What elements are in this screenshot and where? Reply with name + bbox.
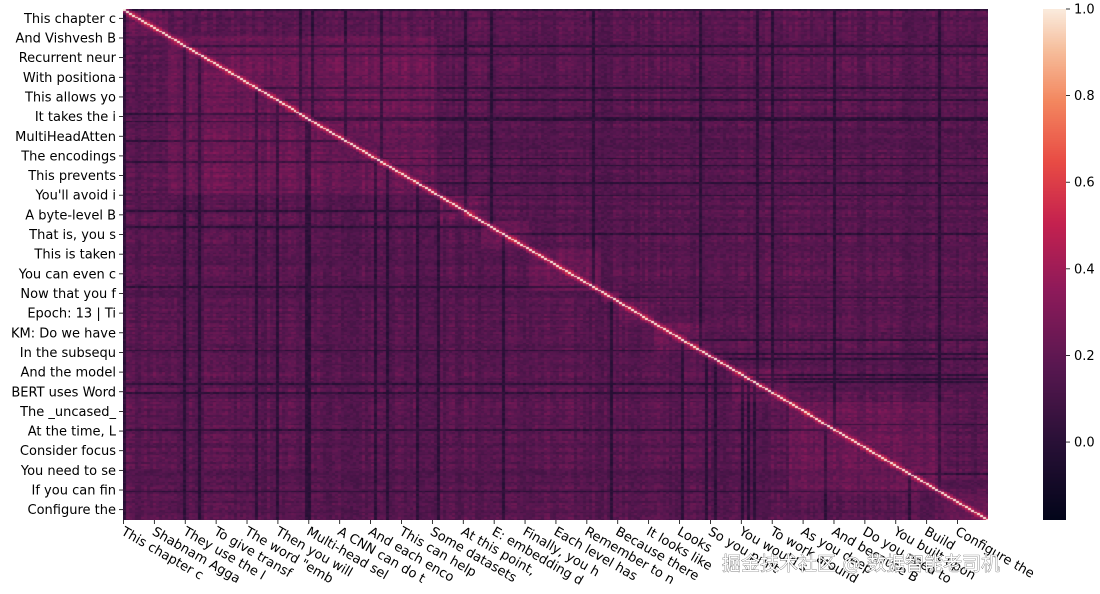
y-tick-label: The _uncased_ — [19, 405, 116, 420]
y-tick-label: Now that you f — [20, 287, 116, 302]
y-tick-label: Consider focus — [20, 444, 116, 459]
y-tick-label: This prevents — [27, 169, 116, 184]
heatmap-cells — [123, 9, 988, 520]
y-tick-label: Epoch: 13 | Ti — [27, 307, 116, 322]
colorbar-tick-label: 0.0 — [1074, 436, 1095, 451]
y-tick-label: Recurrent neur — [19, 51, 117, 66]
colorbar-axis: 1.0 0.8 0.6 0.4 0.2 0.0 — [1066, 3, 1095, 451]
y-tick-label: You can even c — [18, 267, 116, 282]
y-tick-label: With positiona — [23, 71, 116, 86]
y-tick-label: And the model — [21, 366, 116, 381]
colorbar-tick-label: 0.2 — [1074, 349, 1095, 364]
colorbar-tick-label: 0.4 — [1074, 262, 1095, 277]
y-tick-label: KM: Do we have — [11, 326, 116, 341]
y-tick-label: The encodings — [20, 149, 116, 164]
colorbar-tick-label: 1.0 — [1074, 3, 1095, 18]
y-tick-label: It takes the i — [35, 110, 116, 125]
y-tick-label: A byte-level B — [25, 208, 116, 223]
y-tick-label: You need to se — [20, 464, 116, 479]
y-tick-label: This allows yo — [24, 90, 116, 105]
y-tick-label: And Vishvesh B — [15, 31, 116, 46]
y-tick-label: That is, you s — [28, 228, 116, 243]
y-tick-label: BERT uses Word — [11, 385, 116, 400]
y-tick-label: In the subsequ — [20, 346, 116, 361]
y-axis: This chapter c And Vishvesh B Recurrent ne… — [11, 12, 123, 518]
colorbar — [1043, 9, 1066, 520]
y-tick-label: You'll avoid i — [34, 189, 116, 204]
y-tick-label: This is taken — [33, 248, 116, 263]
colorbar-tick-label: 0.8 — [1074, 89, 1095, 104]
y-tick-label: At the time, L — [28, 425, 117, 440]
y-tick-label: This chapter c — [23, 12, 116, 27]
colorbar-tick-label: 0.6 — [1074, 176, 1095, 191]
y-tick-label: MultiHeadAtten — [15, 130, 116, 145]
y-tick-label: If you can fin — [32, 484, 116, 499]
y-tick-label: Configure the — [28, 503, 116, 518]
watermark-text: 掘金技术社区 @ 数据智能老司机 — [722, 553, 1000, 575]
